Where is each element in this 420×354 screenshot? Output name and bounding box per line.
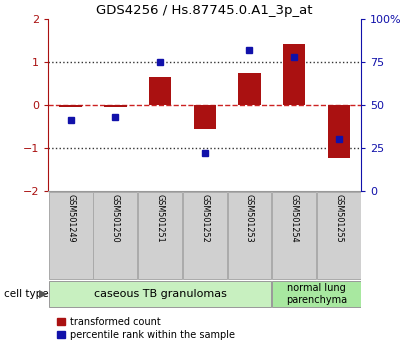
Bar — [138, 192, 182, 279]
Bar — [228, 192, 271, 279]
Bar — [149, 78, 171, 105]
Text: ▶: ▶ — [39, 289, 47, 299]
Bar — [283, 44, 305, 105]
Text: GSM501251: GSM501251 — [155, 194, 165, 242]
Bar — [272, 192, 316, 279]
Title: GDS4256 / Hs.87745.0.A1_3p_at: GDS4256 / Hs.87745.0.A1_3p_at — [97, 4, 313, 17]
Text: GSM501249: GSM501249 — [66, 194, 75, 242]
Bar — [104, 105, 126, 108]
Bar — [238, 73, 261, 105]
Text: GSM501254: GSM501254 — [290, 194, 299, 242]
Text: normal lung
parenchyma: normal lung parenchyma — [286, 283, 347, 305]
Text: GSM501253: GSM501253 — [245, 194, 254, 242]
Text: caseous TB granulomas: caseous TB granulomas — [94, 289, 226, 299]
Bar — [49, 192, 92, 279]
Bar — [60, 105, 82, 108]
Bar — [93, 192, 137, 279]
Bar — [183, 192, 227, 279]
Text: GSM501252: GSM501252 — [200, 194, 209, 242]
Text: GSM501250: GSM501250 — [111, 194, 120, 242]
Bar — [272, 280, 361, 307]
Bar — [328, 105, 350, 158]
Bar — [194, 105, 216, 129]
Bar — [49, 280, 271, 307]
Bar — [317, 192, 361, 279]
Text: cell type: cell type — [4, 289, 49, 299]
Text: GSM501255: GSM501255 — [334, 194, 344, 242]
Legend: transformed count, percentile rank within the sample: transformed count, percentile rank withi… — [53, 313, 239, 343]
